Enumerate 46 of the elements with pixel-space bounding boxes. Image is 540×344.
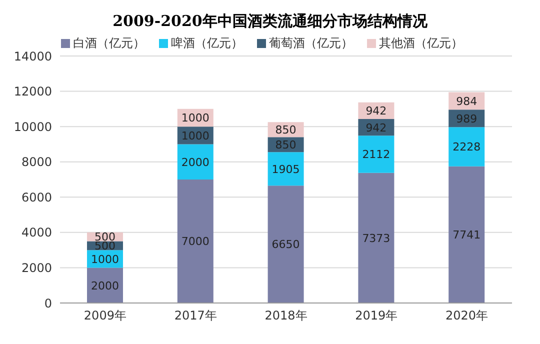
- data-label: 984: [456, 94, 478, 108]
- data-label: 2228: [452, 140, 481, 154]
- y-tick-label: 8000: [21, 155, 52, 170]
- data-label: 1000: [181, 112, 210, 125]
- data-label: 2112: [362, 148, 390, 162]
- bar: [448, 127, 485, 166]
- bar: [448, 166, 485, 303]
- x-tick-label: 2018年: [264, 308, 308, 323]
- x-tick-label: 2017年: [174, 308, 217, 323]
- bar: [358, 136, 394, 173]
- bar: [268, 186, 304, 303]
- legend-label: 白酒（亿元）: [72, 35, 145, 52]
- legend-label: 其他酒（亿元）: [378, 35, 463, 52]
- data-label: 850: [275, 123, 296, 136]
- chart-title: 2009-2020年中国酒类流通细分市场结构情况: [112, 11, 428, 31]
- data-label: 989: [456, 112, 478, 126]
- data-label: 7373: [362, 232, 390, 245]
- legend-label: 啤酒（亿元）: [170, 35, 243, 52]
- data-label: 500: [94, 240, 116, 253]
- data-label: 2000: [91, 279, 119, 292]
- y-tick-label: 6000: [21, 190, 52, 204]
- y-tick-label: 4000: [21, 226, 52, 240]
- legend-label: 葡萄酒（亿元）: [268, 35, 353, 52]
- x-tick-label: 2020年: [446, 308, 488, 323]
- x-tick-label: 2009年: [84, 308, 126, 323]
- bar: [358, 172, 394, 303]
- data-label: 7000: [181, 235, 210, 248]
- bar: [87, 268, 123, 303]
- data-label: 6650: [272, 238, 300, 252]
- y-tick-label: 2000: [21, 260, 52, 275]
- data-label: 1000: [181, 129, 210, 142]
- y-tick-label: 12000: [14, 84, 52, 99]
- data-label: 2000: [181, 156, 210, 169]
- data-label: 1000: [91, 252, 119, 266]
- data-label: 1905: [272, 162, 300, 176]
- data-label: 7741: [452, 228, 481, 242]
- y-tick-label: 14000: [14, 49, 52, 64]
- bar: [177, 180, 214, 303]
- bar: [177, 144, 214, 180]
- data-label: 942: [366, 104, 387, 118]
- bar: [268, 152, 304, 186]
- data-label: 942: [366, 121, 387, 134]
- y-tick-label: 10000: [14, 120, 52, 134]
- x-tick-label: 2019年: [355, 308, 398, 323]
- y-tick-label: 0: [44, 296, 52, 310]
- data-label: 850: [275, 138, 296, 152]
